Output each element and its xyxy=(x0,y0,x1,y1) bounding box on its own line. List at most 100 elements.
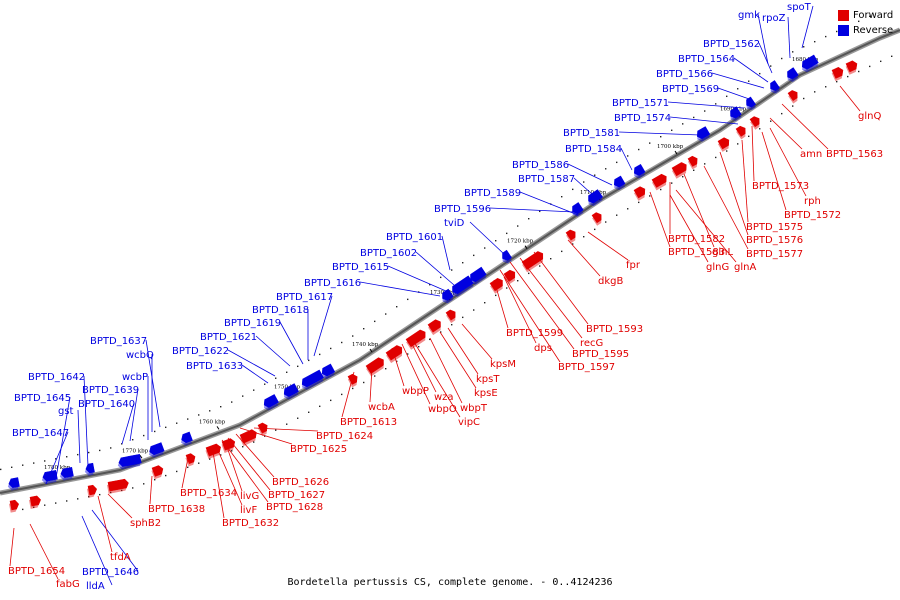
reverse-gene[interactable] xyxy=(59,466,74,481)
reverse-gene-label[interactable]: lldA xyxy=(86,581,105,592)
reverse-gene-label[interactable]: BPTD_1566 xyxy=(656,69,713,80)
forward-gene-label[interactable]: BPTD_1597 xyxy=(558,362,615,373)
forward-gene[interactable] xyxy=(831,66,846,82)
reverse-gene[interactable] xyxy=(179,431,194,447)
reverse-gene-label[interactable]: BPTD_1642 xyxy=(28,372,85,383)
forward-gene-label[interactable]: BPTD_1624 xyxy=(316,431,373,442)
reverse-gene-label[interactable]: BPTD_1619 xyxy=(224,318,281,329)
forward-gene[interactable] xyxy=(591,211,605,226)
forward-gene-label[interactable]: glnL xyxy=(712,247,733,258)
forward-gene-label[interactable]: livF xyxy=(240,505,257,516)
forward-gene-label[interactable]: wbpP xyxy=(402,386,429,397)
forward-gene-label[interactable]: wbpT xyxy=(460,403,488,414)
forward-gene-label[interactable]: BPTD_1595 xyxy=(572,349,629,360)
reverse-gene[interactable] xyxy=(727,106,743,123)
forward-gene-label[interactable]: wza xyxy=(434,392,454,403)
forward-gene-label[interactable]: glnA xyxy=(734,262,756,273)
forward-gene[interactable] xyxy=(28,495,42,509)
forward-gene-label[interactable]: sphB2 xyxy=(130,518,161,529)
forward-gene-label[interactable]: BPTD_1563 xyxy=(826,149,883,160)
reverse-gene[interactable] xyxy=(694,126,711,144)
forward-gene-label[interactable]: fabG xyxy=(56,579,80,590)
forward-gene-label[interactable]: BPTD_1628 xyxy=(266,502,323,513)
reverse-gene-label[interactable]: BPTD_1615 xyxy=(332,262,389,273)
reverse-gene[interactable] xyxy=(299,369,325,391)
reverse-gene-label[interactable]: BPTD_1564 xyxy=(678,54,735,65)
forward-gene[interactable] xyxy=(427,318,445,336)
forward-gene-label[interactable]: recG xyxy=(580,338,603,349)
reverse-gene[interactable] xyxy=(439,288,455,305)
forward-gene-label[interactable]: BPTD_1573 xyxy=(752,181,809,192)
forward-gene-label[interactable]: BPTD_1625 xyxy=(290,444,347,455)
reverse-gene[interactable] xyxy=(767,80,781,95)
reverse-gene-label[interactable]: BPTD_1622 xyxy=(172,346,229,357)
forward-gene-label[interactable]: dps xyxy=(534,343,552,354)
reverse-gene-label[interactable]: BPTD_1574 xyxy=(614,113,671,124)
forward-gene[interactable] xyxy=(633,185,649,201)
reverse-gene-label[interactable]: BPTD_1587 xyxy=(518,174,575,185)
reverse-gene-label[interactable]: tviD xyxy=(444,218,465,229)
forward-gene[interactable] xyxy=(735,124,749,140)
forward-gene[interactable] xyxy=(151,464,166,480)
reverse-gene-label[interactable]: BPTD_1617 xyxy=(276,292,333,303)
forward-gene-label[interactable]: kpsT xyxy=(476,374,500,385)
forward-gene[interactable] xyxy=(565,228,579,244)
reverse-gene-label[interactable]: BPTD_1586 xyxy=(512,160,569,171)
forward-gene-label[interactable]: BPTD_1577 xyxy=(746,249,803,260)
reverse-gene[interactable] xyxy=(147,442,166,459)
reverse-gene[interactable] xyxy=(117,453,142,470)
forward-gene-label[interactable]: BPTD_1627 xyxy=(268,490,325,501)
forward-gene[interactable] xyxy=(787,89,801,104)
reverse-gene[interactable] xyxy=(319,363,336,381)
reverse-gene-label[interactable]: BPTD_1645 xyxy=(14,393,71,404)
reverse-gene[interactable] xyxy=(743,96,757,112)
forward-gene[interactable] xyxy=(717,136,733,152)
forward-gene-label[interactable]: wcbA xyxy=(368,402,395,413)
forward-gene-label[interactable]: tfdA xyxy=(110,552,131,563)
reverse-gene-label[interactable]: gmk xyxy=(738,10,760,21)
forward-gene[interactable] xyxy=(845,60,860,75)
reverse-gene[interactable] xyxy=(611,175,627,192)
forward-gene-label[interactable]: BPTD_1572 xyxy=(784,210,841,221)
reverse-gene-label[interactable]: spoT xyxy=(787,2,812,13)
reverse-gene-label[interactable]: BPTD_1640 xyxy=(78,399,135,410)
reverse-gene-label[interactable]: BPTD_1581 xyxy=(563,128,620,139)
forward-gene-label[interactable]: vipC xyxy=(458,417,480,428)
forward-gene[interactable] xyxy=(671,161,690,179)
reverse-gene-label[interactable]: BPTD_1646 xyxy=(82,567,139,578)
forward-gene-label[interactable]: amn xyxy=(800,149,822,160)
forward-gene-label[interactable]: BPTD_1626 xyxy=(272,477,329,488)
forward-gene[interactable] xyxy=(651,173,670,191)
reverse-gene[interactable] xyxy=(585,189,604,208)
forward-gene[interactable] xyxy=(106,478,130,494)
forward-gene[interactable] xyxy=(749,115,763,130)
forward-gene[interactable] xyxy=(365,356,388,377)
forward-gene-label[interactable]: BPTD_1638 xyxy=(148,504,205,515)
reverse-gene-label[interactable]: BPTD_1584 xyxy=(565,144,622,155)
forward-gene[interactable] xyxy=(221,438,238,454)
reverse-gene-label[interactable]: BPTD_1601 xyxy=(386,232,443,243)
reverse-gene-label[interactable]: BPTD_1589 xyxy=(464,188,521,199)
forward-gene[interactable] xyxy=(405,328,429,350)
reverse-gene-label[interactable]: BPTD_1562 xyxy=(703,39,760,50)
forward-gene-label[interactable]: livG xyxy=(240,491,259,502)
forward-gene-label[interactable]: wbpO xyxy=(428,404,457,415)
reverse-gene[interactable] xyxy=(7,477,20,491)
reverse-gene[interactable] xyxy=(41,470,58,484)
reverse-gene-label[interactable]: wcbP xyxy=(122,372,148,383)
forward-gene[interactable] xyxy=(445,308,459,324)
forward-gene[interactable] xyxy=(385,344,406,364)
forward-gene[interactable] xyxy=(687,155,701,170)
forward-gene[interactable] xyxy=(347,373,361,388)
reverse-gene-label[interactable]: BPTD_1621 xyxy=(200,332,257,343)
forward-gene-label[interactable]: BPTD_1582 xyxy=(668,234,725,245)
forward-gene[interactable] xyxy=(86,484,98,498)
forward-gene[interactable] xyxy=(8,499,20,513)
forward-gene-label[interactable]: glnG xyxy=(706,262,729,273)
forward-gene-label[interactable]: BPTD_1576 xyxy=(746,235,803,246)
reverse-gene-label[interactable]: BPTD_1639 xyxy=(82,385,139,396)
reverse-gene-label[interactable]: BPTD_1637 xyxy=(90,336,147,347)
forward-gene-label[interactable]: glnQ xyxy=(858,111,881,122)
forward-gene-label[interactable]: BPTD_1575 xyxy=(746,222,803,233)
reverse-gene-label[interactable]: gst xyxy=(58,406,74,417)
